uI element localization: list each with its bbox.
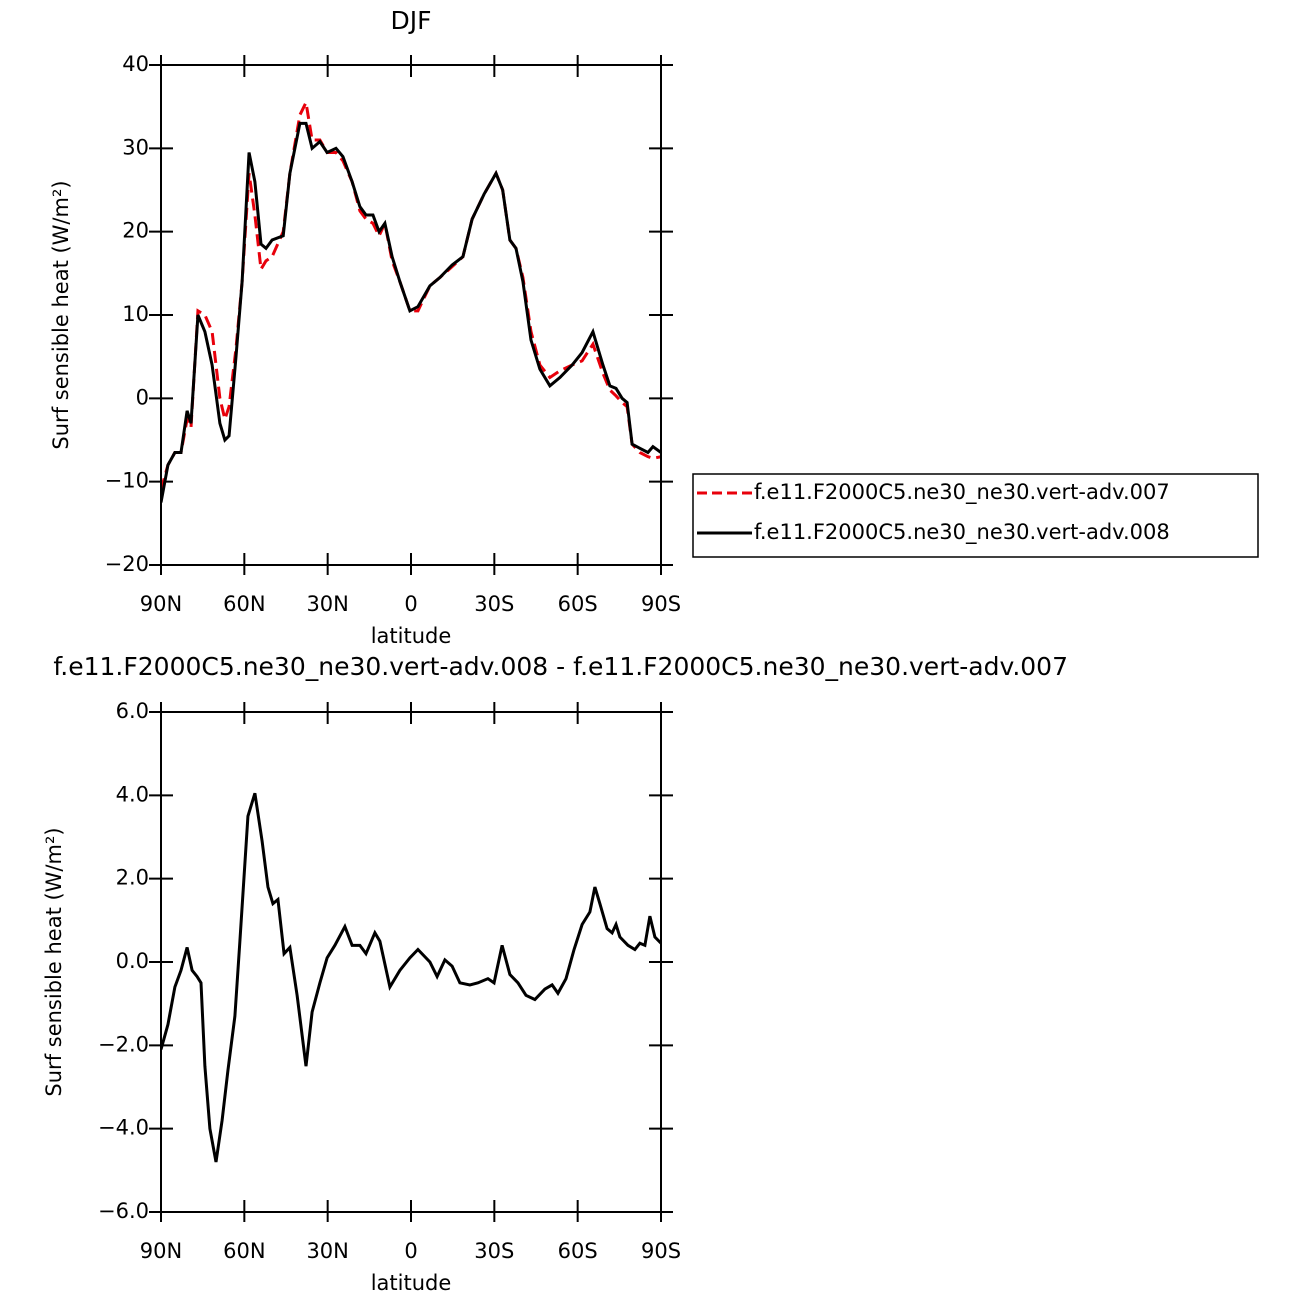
chart-title: f.e11.F2000C5.ne30_ne30.vert-adv.008 - f… <box>53 652 1068 681</box>
x-tick-label: 30S <box>474 592 514 616</box>
y-tick-label: 30 <box>122 135 149 159</box>
y-tick-label: 6.0 <box>116 699 149 723</box>
y-tick-label: −4.0 <box>98 1116 149 1140</box>
data-line <box>161 121 661 503</box>
x-tick-label: 90N <box>140 592 182 616</box>
y-tick-label: 0.0 <box>116 949 149 973</box>
plot-frame <box>160 64 662 566</box>
y-tick-label: −6.0 <box>98 1199 149 1223</box>
x-tick-label: 0 <box>404 1239 417 1263</box>
y-axis-label: Surf sensible heat (W/m²) <box>49 180 73 449</box>
legend-label: f.e11.F2000C5.ne30_ne30.vert-adv.008 <box>754 520 1170 545</box>
y-tick-label: 2.0 <box>116 866 149 890</box>
x-tick-label: 30N <box>306 592 348 616</box>
x-axis-label: latitude <box>371 1271 452 1295</box>
legend-box <box>692 473 1259 558</box>
plot-frame <box>160 711 662 1213</box>
legend-label: f.e11.F2000C5.ne30_ne30.vert-adv.007 <box>754 480 1170 505</box>
y-tick-label: 20 <box>122 219 149 243</box>
x-tick-label: 60S <box>558 592 598 616</box>
y-axis-label: Surf sensible heat (W/m²) <box>42 827 66 1096</box>
y-tick-label: −20 <box>105 552 149 576</box>
y-tick-label: −10 <box>105 469 149 493</box>
x-tick-label: 90S <box>641 592 681 616</box>
x-axis-label: latitude <box>371 624 452 648</box>
y-tick-label: −2.0 <box>98 1032 149 1056</box>
y-tick-label: 40 <box>122 52 149 76</box>
x-tick-label: 30S <box>474 1239 514 1263</box>
data-line <box>161 792 661 1163</box>
y-tick-label: 4.0 <box>116 782 149 806</box>
y-tick-label: 10 <box>122 302 149 326</box>
x-tick-label: 60S <box>558 1239 598 1263</box>
x-tick-label: 30N <box>306 1239 348 1263</box>
x-tick-label: 90S <box>641 1239 681 1263</box>
data-line <box>161 97 661 491</box>
x-tick-label: 0 <box>404 592 417 616</box>
x-tick-label: 60N <box>223 592 265 616</box>
x-tick-label: 90N <box>140 1239 182 1263</box>
y-tick-label: 0 <box>136 385 149 409</box>
chart-title: DJF <box>390 6 431 35</box>
x-tick-label: 60N <box>223 1239 265 1263</box>
